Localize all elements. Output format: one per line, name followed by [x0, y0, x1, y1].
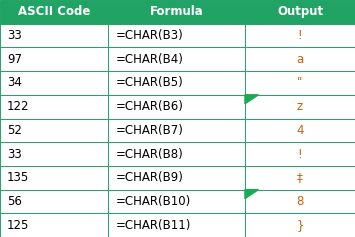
- Bar: [108, 47, 245, 71]
- Text: =CHAR(B10): =CHAR(B10): [115, 195, 191, 208]
- Bar: [108, 71, 245, 95]
- Polygon shape: [245, 95, 258, 104]
- Bar: [108, 118, 245, 142]
- Text: =CHAR(B8): =CHAR(B8): [115, 148, 183, 160]
- Text: Formula: Formula: [150, 5, 203, 18]
- Bar: [108, 190, 245, 213]
- Bar: [108, 0, 245, 24]
- Bar: [0, 213, 108, 237]
- Text: 135: 135: [7, 171, 29, 184]
- Bar: [245, 118, 355, 142]
- Bar: [108, 213, 245, 237]
- Text: 33: 33: [7, 148, 22, 160]
- Bar: [108, 95, 245, 118]
- Bar: [0, 118, 108, 142]
- Bar: [245, 0, 355, 24]
- Text: 52: 52: [7, 124, 22, 137]
- Bar: [245, 166, 355, 190]
- Bar: [0, 166, 108, 190]
- Bar: [108, 166, 245, 190]
- Text: ": ": [297, 77, 303, 89]
- Text: =CHAR(B3): =CHAR(B3): [115, 29, 183, 42]
- Bar: [0, 47, 108, 71]
- Bar: [0, 95, 108, 118]
- Text: =CHAR(B11): =CHAR(B11): [115, 219, 191, 232]
- Text: !: !: [297, 148, 302, 160]
- Bar: [0, 190, 108, 213]
- Bar: [0, 71, 108, 95]
- Text: ‡: ‡: [297, 171, 303, 184]
- Bar: [0, 0, 108, 24]
- Bar: [245, 142, 355, 166]
- Bar: [245, 71, 355, 95]
- Text: =CHAR(B9): =CHAR(B9): [115, 171, 183, 184]
- Text: 33: 33: [7, 29, 22, 42]
- Text: }: }: [296, 219, 304, 232]
- Text: =CHAR(B4): =CHAR(B4): [115, 53, 183, 66]
- Text: !: !: [297, 29, 302, 42]
- Text: 125: 125: [7, 219, 29, 232]
- Text: =CHAR(B7): =CHAR(B7): [115, 124, 183, 137]
- Text: Output: Output: [277, 5, 323, 18]
- Bar: [245, 47, 355, 71]
- Text: z: z: [297, 100, 303, 113]
- Bar: [245, 213, 355, 237]
- Text: 122: 122: [7, 100, 29, 113]
- Bar: [108, 24, 245, 47]
- Bar: [245, 95, 355, 118]
- Bar: [108, 142, 245, 166]
- Text: 4: 4: [296, 124, 304, 137]
- Bar: [245, 190, 355, 213]
- Text: 97: 97: [7, 53, 22, 66]
- Bar: [0, 24, 108, 47]
- Text: a: a: [296, 53, 304, 66]
- Polygon shape: [245, 190, 258, 199]
- Bar: [0, 142, 108, 166]
- Text: 34: 34: [7, 77, 22, 89]
- Text: ASCII Code: ASCII Code: [18, 5, 90, 18]
- Text: =CHAR(B6): =CHAR(B6): [115, 100, 183, 113]
- Bar: [245, 24, 355, 47]
- Text: =CHAR(B5): =CHAR(B5): [115, 77, 183, 89]
- Text: 56: 56: [7, 195, 22, 208]
- Text: 8: 8: [296, 195, 304, 208]
